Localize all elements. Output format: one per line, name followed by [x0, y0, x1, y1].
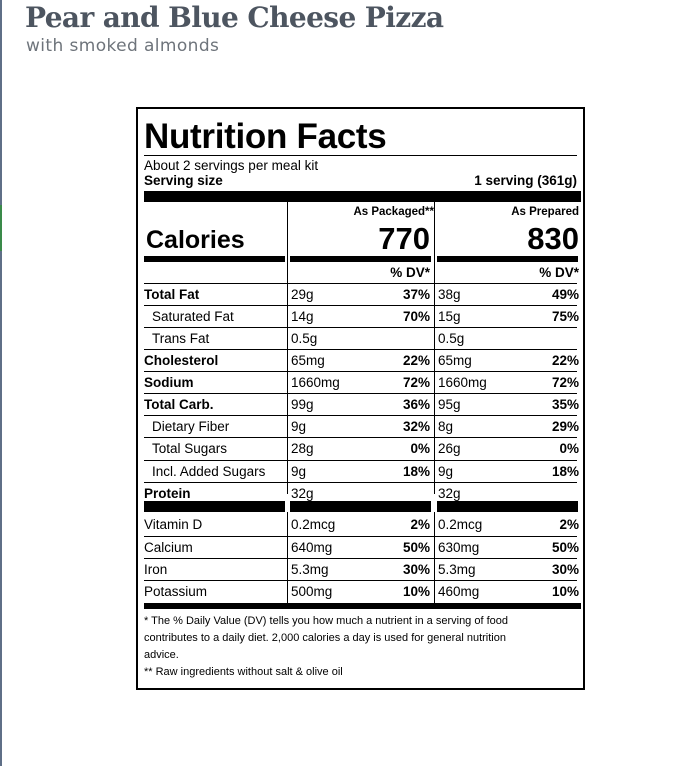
serving-size-value: 1 serving (361g) [474, 173, 577, 188]
table-row: Sodium 1660mg 72% 1660mg 72% [144, 375, 579, 390]
protein-rule-3 [437, 501, 578, 512]
row-divider [144, 460, 577, 461]
column-divider-1 [287, 202, 288, 494]
protein-rule-2 [290, 501, 431, 512]
calories-rule-1 [144, 256, 285, 262]
table-row: Total Fat 29g 37% 38g 49% [144, 287, 579, 302]
row-divider [144, 371, 577, 372]
row-divider [144, 580, 577, 581]
calories-rule-2 [290, 256, 431, 262]
table-row: Calcium 640mg 50% 630mg 50% [144, 540, 579, 555]
column-divider-2 [434, 202, 435, 494]
table-row: Saturated Fat 14g 70% 15g 75% [152, 309, 579, 324]
page-subtitle: with smoked almonds [26, 36, 220, 56]
calories-rule-3 [437, 256, 578, 262]
footnote-dv: * The % Daily Value (DV) tells you how m… [144, 615, 508, 627]
footnote-dv-line-2: contributes to a daily diet. 2,000 calor… [144, 632, 506, 644]
table-row: Dietary Fiber 9g 32% 8g 29% [152, 419, 579, 434]
row-divider [144, 437, 577, 438]
protein-rule-1 [144, 501, 285, 512]
table-row: Vitamin D 0.2mcg 2% 0.2mcg 2% [144, 517, 579, 532]
page-left-border [0, 0, 2, 766]
table-row: Total Carb. 99g 36% 95g 35% [144, 397, 579, 412]
table-row: Incl. Added Sugars 9g 18% 9g 18% [152, 464, 579, 479]
footnote-raw-ingredients: ** Raw ingredients without salt & olive … [144, 666, 343, 678]
serving-size-label: Serving size [144, 173, 223, 188]
row-divider [144, 349, 577, 350]
as-packaged-header: As Packaged** [353, 206, 434, 218]
title-rule [144, 155, 577, 156]
page-title: Pear and Blue Cheese Pizza [25, 1, 444, 34]
serving-thick-rule [144, 191, 581, 202]
row-divider [144, 393, 577, 394]
footnote-dv-line-3: advice. [144, 649, 179, 661]
footnote-thick-rule [144, 603, 581, 609]
label-title: Nutrition Facts [144, 117, 387, 156]
dv-header-packaged: % DV* [390, 265, 430, 280]
column-divider-1-lower [287, 512, 288, 603]
dv-header-rule [144, 283, 577, 284]
nutrition-facts-label: Nutrition Facts About 2 servings per mea… [136, 107, 585, 690]
calories-packaged: 770 [378, 221, 430, 256]
calories-prepared: 830 [527, 221, 579, 256]
table-row: Protein 32g 32g [144, 486, 461, 501]
table-row: Cholesterol 65mg 22% 65mg 22% [144, 353, 579, 368]
table-row: Total Sugars 28g 0% 26g 0% [152, 441, 579, 456]
row-divider [144, 558, 577, 559]
dv-header-prepared: % DV* [539, 265, 579, 280]
row-divider [144, 536, 577, 537]
row-divider [144, 327, 577, 328]
as-prepared-header: As Prepared [511, 206, 579, 218]
row-divider [144, 305, 577, 306]
column-divider-2-lower [434, 512, 435, 603]
calories-label: Calories [146, 226, 245, 254]
servings-per-kit: About 2 servings per meal kit [144, 158, 319, 173]
row-divider [144, 482, 577, 483]
row-divider [144, 415, 577, 416]
table-row: Potassium 500mg 10% 460mg 10% [144, 584, 579, 599]
table-row: Trans Fat 0.5g 0.5g [152, 331, 465, 346]
table-row: Iron 5.3mg 30% 5.3mg 30% [144, 562, 579, 577]
page-left-border-accent [0, 205, 2, 251]
